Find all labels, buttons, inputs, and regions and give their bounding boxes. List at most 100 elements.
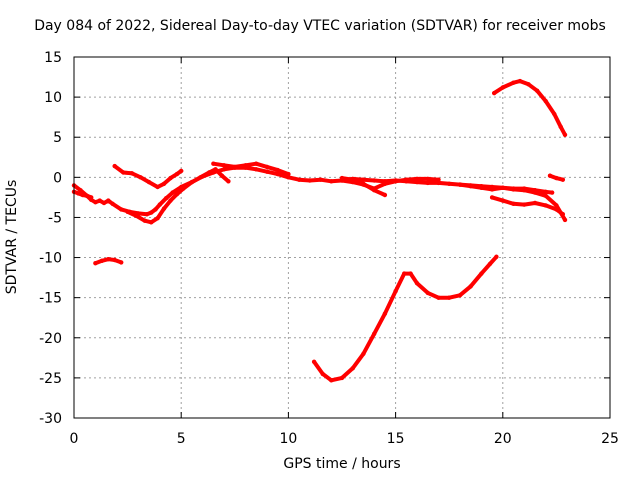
data-point — [543, 203, 548, 208]
data-point — [468, 184, 473, 189]
data-point — [78, 188, 83, 193]
data-point — [264, 169, 270, 174]
series-line-arc-1 — [72, 165, 555, 217]
data-point — [275, 171, 280, 177]
data-point — [562, 217, 568, 223]
data-point — [372, 188, 377, 193]
data-point — [404, 177, 409, 182]
data-point — [487, 261, 493, 267]
x-tick-label: 25 — [601, 431, 619, 447]
data-point — [522, 188, 527, 193]
data-point — [554, 203, 559, 208]
data-point — [101, 200, 107, 206]
data-point — [149, 210, 154, 215]
data-point — [489, 187, 495, 192]
y-tick-label: -25 — [39, 371, 62, 387]
data-point — [80, 192, 85, 198]
data-point — [243, 163, 248, 168]
data-point — [149, 220, 154, 225]
x-tick-label: 15 — [387, 431, 405, 447]
data-point — [500, 85, 505, 90]
data-point — [543, 98, 548, 104]
data-point — [500, 198, 505, 203]
data-point — [329, 378, 334, 383]
data-point — [534, 88, 540, 93]
y-tick-label: 0 — [53, 170, 62, 186]
y-tick-label: -15 — [39, 291, 62, 307]
data-point — [168, 175, 173, 181]
data-point — [232, 164, 237, 170]
data-point — [414, 179, 420, 185]
data-point — [146, 179, 152, 185]
data-point — [532, 190, 538, 195]
chart-title: Day 084 of 2022, Sidereal Day-to-day VTE… — [34, 18, 606, 34]
data-point — [286, 171, 291, 177]
data-point — [350, 177, 355, 182]
data-point — [221, 167, 227, 172]
data-point — [318, 177, 323, 182]
data-point — [560, 212, 565, 217]
data-point — [125, 209, 130, 214]
data-point — [526, 82, 531, 87]
data-point — [254, 167, 259, 172]
data-point — [457, 293, 463, 298]
data-point — [408, 271, 413, 276]
x-axis-label: GPS time / hours — [283, 456, 401, 472]
data-point — [489, 195, 495, 200]
data-point — [511, 187, 516, 192]
data-point — [129, 171, 135, 176]
data-point — [554, 175, 559, 181]
data-point — [562, 132, 568, 137]
data-point — [425, 290, 430, 296]
data-point — [436, 295, 441, 300]
series-group — [71, 78, 568, 383]
data-point — [157, 202, 162, 207]
data-point — [198, 175, 203, 180]
data-point — [511, 201, 516, 206]
data-point — [119, 207, 124, 212]
data-point — [221, 163, 227, 168]
data-point — [219, 173, 225, 178]
data-point — [179, 168, 184, 174]
data-point — [393, 289, 398, 294]
data-point — [226, 179, 231, 184]
data-point — [121, 170, 126, 175]
data-point — [307, 178, 312, 183]
data-point — [155, 216, 160, 221]
data-point — [189, 179, 195, 185]
data-point — [547, 173, 553, 178]
data-point — [89, 195, 94, 200]
data-point — [106, 257, 111, 262]
data-point — [275, 167, 280, 173]
data-point — [382, 192, 388, 198]
data-point — [554, 207, 559, 212]
data-point — [350, 366, 355, 371]
data-point — [311, 359, 317, 364]
data-point — [522, 202, 527, 207]
data-point — [254, 161, 259, 166]
data-point — [425, 176, 430, 182]
data-point — [296, 177, 302, 182]
data-point — [402, 271, 407, 276]
series-line-arc-9 — [312, 254, 499, 383]
data-point — [93, 261, 98, 266]
data-point — [457, 182, 463, 187]
data-point — [161, 181, 167, 186]
ticks: 0 5 10 15 20 25 -30 -25 -20 -15 -10 -5 0 5 10 15 — [39, 50, 619, 447]
y-tick-label: 5 — [53, 130, 62, 146]
data-point — [144, 212, 150, 217]
data-point — [112, 257, 117, 263]
x-tick-label: 20 — [494, 431, 512, 447]
y-tick-label: -5 — [48, 210, 62, 226]
data-point — [436, 177, 441, 182]
y-tick-label: 15 — [44, 50, 62, 66]
data-point — [511, 80, 516, 85]
data-point — [264, 164, 270, 170]
data-point — [425, 180, 430, 186]
grid — [74, 57, 610, 418]
data-point — [382, 181, 388, 186]
data-point — [414, 281, 420, 286]
data-point — [393, 179, 398, 184]
data-point — [479, 185, 484, 190]
